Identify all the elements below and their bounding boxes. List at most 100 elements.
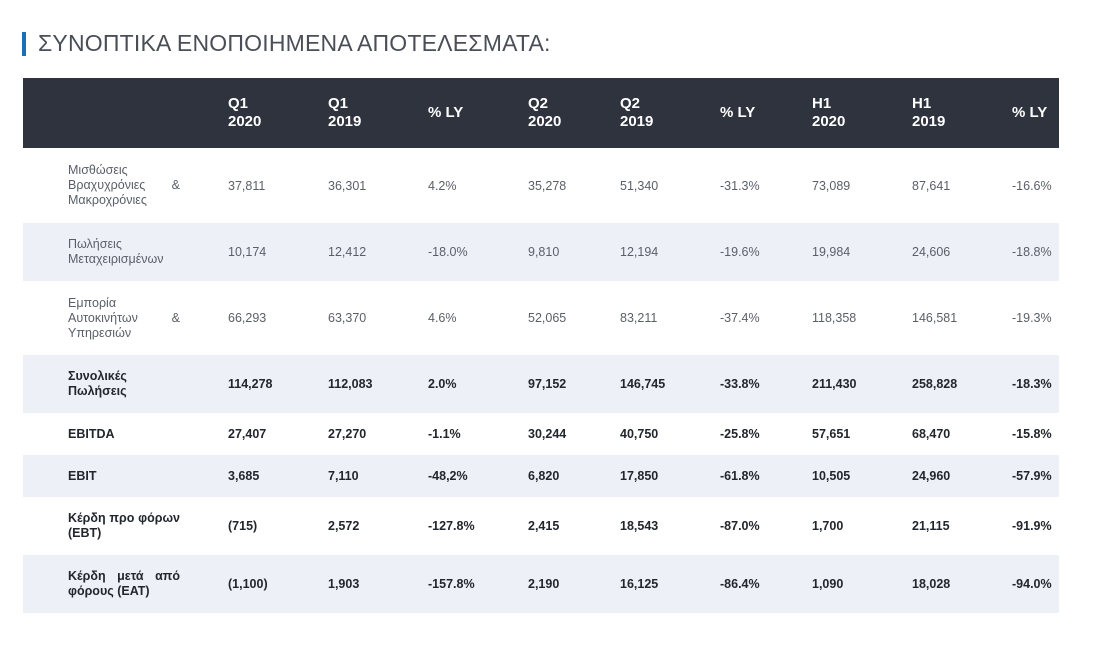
- row-label: Εμπορία Αυτοκινήτων & Υπηρεσιών: [68, 295, 180, 340]
- table-cell: 2,415: [528, 519, 560, 533]
- table-cell: -86.4%: [720, 577, 760, 591]
- table-cell: 21,115: [912, 519, 950, 533]
- table-cell: 68,470: [912, 427, 951, 441]
- table-cell: 19,984: [812, 245, 851, 259]
- table-cell: 16,125: [620, 577, 659, 591]
- table-cell: 6,820: [528, 469, 560, 483]
- table-cell: 24,606: [912, 245, 951, 259]
- table-cell: 63,370: [328, 311, 367, 325]
- table-cell: -94.0%: [1012, 577, 1052, 591]
- header-cell-q2-2019: Q2 2019: [620, 95, 654, 130]
- row-label: Συνολικές Πωλήσεις: [68, 369, 127, 398]
- table-cell: 146,745: [620, 377, 666, 391]
- table-row-car-trade: Εμπορία Αυτοκινήτων & Υπηρεσιών 66,293 6…: [23, 281, 1059, 355]
- table-cell: 36,301: [328, 178, 367, 193]
- table-cell: 1,090: [812, 577, 844, 591]
- results-table: Q1 2020 Q1 2019 % LY Q2 2020 Q2 2019 % LY H1…: [23, 78, 1059, 613]
- table-cell: 51,340: [620, 178, 659, 193]
- section-heading: ΣΥΝΟΠΤΙΚΑ ΕΝΟΠΟΙΗΜΕΝΑ ΑΠΟΤΕΛΕΣΜΑΤΑ:: [22, 30, 551, 57]
- table-cell: 27,270: [328, 427, 367, 441]
- table-cell: 1,903: [328, 577, 360, 591]
- table-cell: 114,278: [228, 377, 273, 391]
- row-label: Πωλήσεις Μεταχειρισμένων: [68, 237, 164, 266]
- table-cell: -15.8%: [1012, 427, 1052, 441]
- table-cell: 4.2%: [428, 178, 457, 193]
- header-cell-label: [23, 78, 228, 148]
- table-cell: 37,811: [228, 178, 266, 193]
- heading-accent-bar: [22, 31, 26, 56]
- table-cell: 12,412: [328, 245, 367, 259]
- table-cell: 2,190: [528, 577, 560, 591]
- table-row-ebitda: EBITDA 27,407 27,270 -1.1% 30,244 40,750…: [23, 413, 1059, 455]
- table-cell: (715): [228, 519, 258, 533]
- header-cell-h1-2020: H1 2020: [812, 95, 846, 130]
- table-cell: 66,293: [228, 311, 267, 325]
- table-cell: 83,211: [620, 311, 658, 325]
- table-cell: 57,651: [812, 427, 851, 441]
- header-cell-q2-2020: Q2 2020: [528, 95, 562, 130]
- table-cell: 73,089: [812, 178, 851, 193]
- table-row-ebit: EBIT 3,685 7,110 -48,2% 6,820 17,850 -61…: [23, 455, 1059, 497]
- table-row-used-sales: Πωλήσεις Μεταχειρισμένων 10,174 12,412 -…: [23, 223, 1059, 281]
- table-cell: 2,572: [328, 519, 360, 533]
- table-cell: 87,641: [912, 178, 951, 193]
- table-cell: 17,850: [620, 469, 659, 483]
- table-cell: -33.8%: [720, 377, 760, 391]
- header-cell-h1-ly: % LY: [1012, 104, 1048, 121]
- header-cell-q2-ly: % LY: [720, 104, 756, 121]
- table-cell: -1.1%: [428, 427, 461, 441]
- table-cell: 10,174: [228, 245, 267, 259]
- header-cell-h1-2019: H1 2019: [912, 95, 946, 130]
- table-cell: 30,244: [528, 427, 567, 441]
- table-cell: -19.6%: [720, 245, 760, 259]
- table-cell: -25.8%: [720, 427, 760, 441]
- table-cell: 1,700: [812, 519, 844, 533]
- table-cell: -19.3%: [1012, 311, 1052, 325]
- table-cell: -157.8%: [428, 577, 475, 591]
- table-cell: 18,543: [620, 519, 659, 533]
- table-cell: 146,581: [912, 311, 958, 325]
- row-label: Κέρδη μετά από φόρους (EAT): [68, 569, 180, 598]
- row-label: Κέρδη προ φόρων (EBT): [68, 511, 180, 540]
- header-cell-q1-2019: Q1 2019: [328, 95, 362, 130]
- table-cell: -48,2%: [428, 469, 468, 483]
- table-row-leasing: Μισθώσεις Βραχυχρόνιες & Μακροχρόνιες 37…: [23, 148, 1059, 223]
- row-label: EBITDA: [68, 426, 115, 441]
- table-cell: 52,065: [528, 311, 567, 325]
- table-row-total-sales: Συνολικές Πωλήσεις 114,278 112,083 2.0% …: [23, 355, 1059, 413]
- table-cell: -16.6%: [1012, 178, 1052, 193]
- table-cell: -37.4%: [720, 311, 760, 325]
- table-cell: 9,810: [528, 245, 560, 259]
- table-cell: (1,100): [228, 577, 268, 591]
- table-cell: 112,083: [328, 377, 373, 391]
- table-header-row: Q1 2020 Q1 2019 % LY Q2 2020 Q2 2019 % LY H1…: [23, 78, 1059, 148]
- table-cell: 211,430: [812, 377, 857, 391]
- table-row-eat: Κέρδη μετά από φόρους (EAT) (1,100) 1,90…: [23, 555, 1059, 613]
- table-cell: 3,685: [228, 469, 260, 483]
- header-cell-q1-ly: % LY: [428, 104, 464, 121]
- table-cell: -57.9%: [1012, 469, 1052, 483]
- table-cell: -61.8%: [720, 469, 760, 483]
- table-cell: 2.0%: [428, 377, 457, 391]
- table-cell: -127.8%: [428, 519, 475, 533]
- table-cell: 35,278: [528, 178, 567, 193]
- table-cell: -18.3%: [1012, 377, 1052, 391]
- table-cell: 24,960: [912, 469, 951, 483]
- table-cell: 97,152: [528, 377, 567, 391]
- table-cell: 118,358: [812, 311, 857, 325]
- row-label: Μισθώσεις Βραχυχρόνιες & Μακροχρόνιες: [68, 163, 180, 207]
- table-row-ebt: Κέρδη προ φόρων (EBT) (715) 2,572 -127.8…: [23, 497, 1059, 555]
- table-cell: -18.0%: [428, 245, 468, 259]
- table-cell: 258,828: [912, 377, 958, 391]
- table-cell: 7,110: [328, 469, 359, 483]
- page-title: ΣΥΝΟΠΤΙΚΑ ΕΝΟΠΟΙΗΜΕΝΑ ΑΠΟΤΕΛΕΣΜΑΤΑ:: [38, 30, 551, 56]
- header-cell-q1-2020: Q1 2020: [228, 95, 262, 130]
- table-cell: 27,407: [228, 427, 267, 441]
- table-cell: 10,505: [812, 469, 851, 483]
- table-cell: -31.3%: [720, 178, 760, 193]
- table-cell: -91.9%: [1012, 519, 1052, 533]
- table-cell: -18.8%: [1012, 245, 1052, 259]
- table-cell: -87.0%: [720, 519, 760, 533]
- row-label: EBIT: [68, 468, 97, 483]
- table-cell: 12,194: [620, 245, 659, 259]
